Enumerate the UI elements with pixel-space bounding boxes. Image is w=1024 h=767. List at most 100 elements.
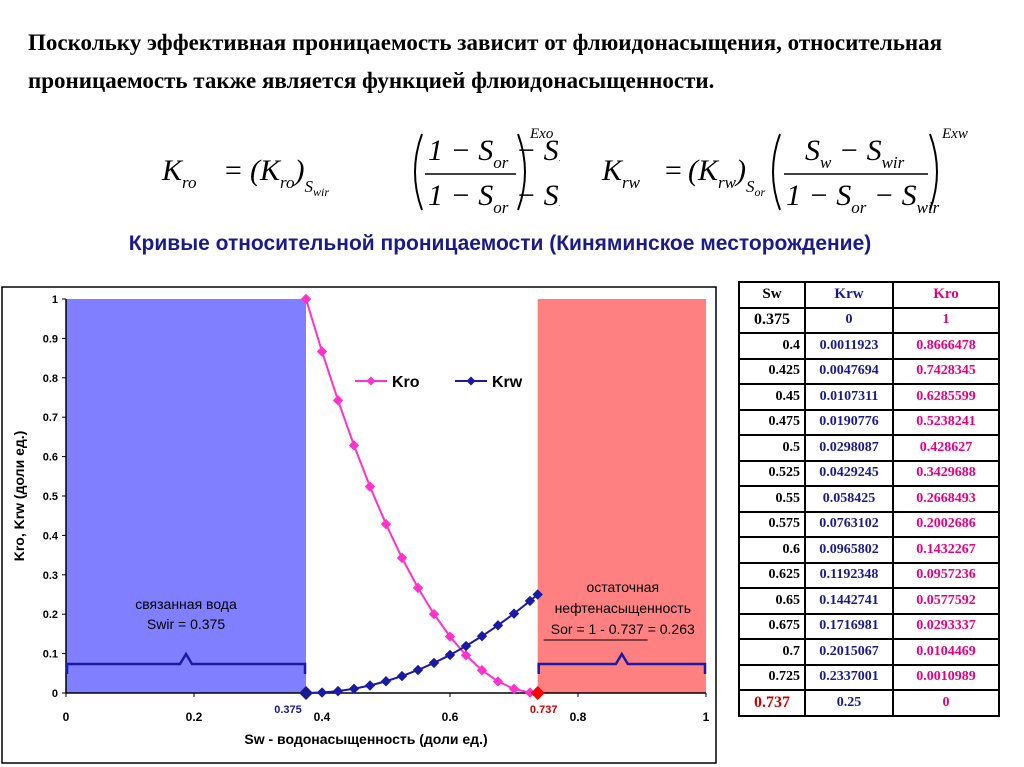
cell-sw: 0.737 <box>738 689 806 717</box>
swir-annotation: связанная вода <box>135 596 237 612</box>
cell-krw: 0.0107311 <box>804 383 894 411</box>
cell-kro: 0.428627 <box>892 434 1000 462</box>
legend-label-krw: Krw <box>492 374 523 391</box>
table-row: 0.375 0 1 <box>738 306 1000 334</box>
cell-kro: 0.0104469 <box>892 638 1000 666</box>
data-point-kro <box>412 582 424 594</box>
cell-sw: 0.625 <box>738 561 806 589</box>
cell-kro: 0.2002686 <box>892 510 1000 538</box>
y-tick-label: 0.1 <box>43 649 58 661</box>
legend-label-kro: Kro <box>392 374 420 391</box>
y-tick-label: 0.4 <box>43 530 59 542</box>
data-point-krw <box>492 620 504 631</box>
sor-marker <box>530 686 545 700</box>
cell-kro: 0.1432267 <box>892 536 1000 564</box>
cell-krw: 0.2337001 <box>804 663 894 691</box>
table-row: 0.45 0.0107311 0.6285599 <box>738 383 1000 411</box>
data-point-krw <box>364 680 376 691</box>
data-point-kro <box>332 395 344 406</box>
cell-krw: 0.0190776 <box>804 408 894 436</box>
y-tick-label: 0.3 <box>43 570 58 582</box>
cell-krw: 0.0429245 <box>804 459 894 487</box>
data-point-krw <box>428 657 440 669</box>
cell-sw: 0.45 <box>738 383 806 411</box>
sor-annotation: нефтенасыщенность <box>555 600 691 616</box>
y-tick-label: 0.9 <box>43 333 58 345</box>
data-point-kro <box>380 518 392 530</box>
data-point-krw <box>476 630 488 642</box>
table-row: 0.425 0.0047694 0.7428345 <box>738 357 1000 385</box>
region-swir <box>66 299 306 693</box>
data-point-krw <box>444 649 456 661</box>
data-point-kro <box>316 346 328 357</box>
data-point-kro <box>476 665 488 676</box>
krw-coef: (Krw)Sor <box>688 154 765 199</box>
cell-krw: 0.0965802 <box>804 536 894 564</box>
marker-label: 0.375 <box>274 704 302 716</box>
region-sor <box>537 299 706 693</box>
cell-krw: 0.1716981 <box>804 612 894 640</box>
swir-annotation: Swir = 0.375 <box>147 616 225 632</box>
legend-marker-krw <box>466 376 476 386</box>
data-point-kro <box>428 608 440 620</box>
x-tick-label: 0.2 <box>186 710 203 724</box>
cell-krw: 0.25 <box>804 689 894 717</box>
data-point-kro <box>444 631 456 642</box>
cell-sw: 0.375 <box>738 306 806 334</box>
header-sw: Sw <box>738 281 806 309</box>
data-point-krw <box>348 683 360 694</box>
data-point-krw <box>396 670 408 682</box>
table-row: 0.6 0.0965802 0.1432267 <box>738 536 1000 564</box>
data-point-kro <box>492 676 504 687</box>
table-row: 0.725 0.2337001 0.0010989 <box>738 663 1000 691</box>
data-point-krw <box>332 685 344 697</box>
x-tick-label: 0.4 <box>314 710 331 724</box>
cell-kro: 0.2668493 <box>892 485 1000 513</box>
cell-sw: 0.55 <box>738 485 806 513</box>
cell-sw: 0.7 <box>738 638 806 666</box>
cell-kro: 0.0577592 <box>892 587 1000 615</box>
cell-kro: 0.0293337 <box>892 612 1000 640</box>
sor-annotation: Sor = 1 - 0.737 = 0.263 <box>551 621 695 637</box>
krw-numerator: Sw − Swir <box>805 134 905 172</box>
cell-krw: 0 <box>804 306 894 334</box>
cell-kro: 0.8666478 <box>892 332 1000 360</box>
cell-kro: 0.7428345 <box>892 357 1000 385</box>
y-tick-label: 0.6 <box>43 452 58 464</box>
x-axis-label: Sw - водонасыщенность (доли ед.) <box>244 731 487 747</box>
kro-eq: = <box>223 154 243 187</box>
cell-krw: 0.0047694 <box>804 357 894 385</box>
krw-lhs: Krw <box>601 154 641 192</box>
cell-krw: 0.058425 <box>804 485 894 513</box>
table-row: 0.625 0.1192348 0.0957236 <box>738 561 1000 589</box>
data-point-krw <box>412 664 424 676</box>
data-point-krw <box>460 640 472 652</box>
data-point-krw <box>524 595 536 607</box>
data-point-kro <box>364 481 376 492</box>
chart-title: Кривые относительной проницаемости (Киня… <box>128 232 872 255</box>
cell-kro: 0.5238241 <box>892 408 1000 436</box>
x-tick-label: 0.6 <box>442 710 459 724</box>
cell-kro: 0.0010989 <box>892 663 1000 691</box>
kro-lhs: Kro <box>161 154 197 192</box>
y-tick-label: 0.8 <box>43 373 58 385</box>
krw-denominator: 1 − Sor − Swir <box>786 179 940 217</box>
data-point-kro <box>508 683 520 695</box>
data-point-krw <box>508 608 520 619</box>
data-point-kro <box>396 552 408 564</box>
series-line-krw <box>305 593 539 694</box>
table-row: 0.5 0.0298087 0.428627 <box>738 434 1000 462</box>
kro-exponent: Exo <box>529 126 554 142</box>
data-table: Sw Krw Kro 0.375 0 1 0.4 0.0011923 0.8666478 0… <box>738 281 1000 717</box>
cell-kro: 0.6285599 <box>892 383 1000 411</box>
cell-kro: 0.0957236 <box>892 561 1000 589</box>
cell-sw: 0.725 <box>738 663 806 691</box>
intro-text: Поскольку эффективная проницаемость зави… <box>28 30 943 93</box>
table-row: 0.55 0.058425 0.2668493 <box>738 485 1000 513</box>
data-point-krw <box>316 687 328 698</box>
series-line-kro <box>305 298 538 694</box>
cell-sw: 0.65 <box>738 587 806 615</box>
krw-exponent: Exw <box>941 126 968 142</box>
sor-brace <box>537 651 707 674</box>
kro-denominator: 1 − Sor − Swir <box>428 179 560 217</box>
